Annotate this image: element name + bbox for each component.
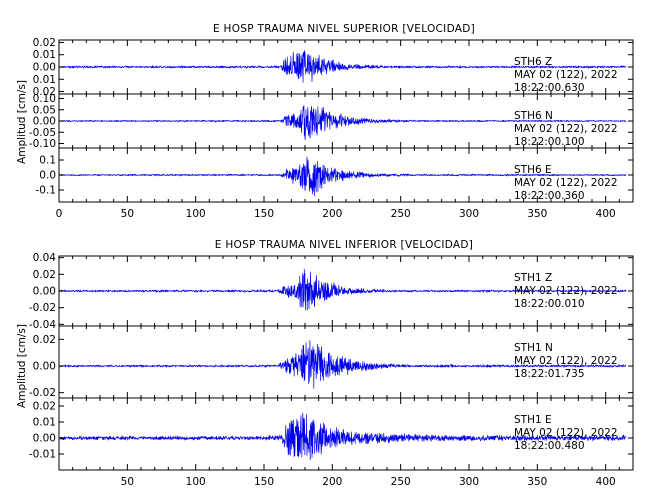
station-annotation: STH1 Z [514, 272, 552, 284]
station-annotation: 18:22:00.360 [514, 190, 585, 202]
y-tick-label: -0.1 [36, 185, 57, 197]
station-annotation: 18:22:01.735 [514, 368, 585, 380]
upper-panel-ylabel: Amplitud [cm/s] [16, 80, 28, 164]
waveform-trace [60, 412, 627, 461]
x-tick-label: 50 [121, 476, 134, 488]
x-tick-label: 400 [596, 208, 616, 220]
x-tick-label: 50 [121, 208, 134, 220]
y-tick-label: 0.02 [33, 334, 56, 346]
y-tick-label: 0.05 [33, 104, 56, 116]
station-annotation: STH6 E [514, 164, 552, 176]
x-tick-label: 150 [254, 208, 274, 220]
y-tick-label: 0.01 [33, 74, 56, 86]
y-tick-label: 0.04 [33, 252, 57, 264]
y-tick-label: 0.00 [33, 433, 56, 445]
y-tick-label: 0.02 [33, 86, 56, 98]
station-annotation: MAY 02 (122), 2022 [514, 285, 618, 297]
station-annotation: STH6 N [514, 110, 553, 122]
y-tick-label: -0.02 [29, 302, 56, 314]
x-tick-label: 350 [527, 208, 547, 220]
y-tick-label: 0.00 [33, 116, 56, 128]
y-tick-label: 0.10 [33, 93, 56, 105]
station-annotation: MAY 02 (122), 2022 [514, 427, 618, 439]
waveform-trace [60, 268, 627, 311]
y-tick-label: 0.01 [33, 417, 56, 429]
y-tick-label: -0.02 [29, 387, 56, 399]
x-tick-label: 200 [322, 208, 342, 220]
y-tick-label: -0.04 [29, 319, 56, 331]
x-tick-label: 400 [596, 476, 616, 488]
x-tick-label: 250 [391, 208, 411, 220]
x-tick-label: 300 [459, 208, 479, 220]
x-tick-label: 300 [459, 476, 479, 488]
y-tick-label: 0.0 [39, 170, 56, 182]
station-annotation: STH1 E [514, 414, 552, 426]
waveform-trace [60, 50, 627, 83]
upper-level-panel: E HOSP TRAUMA NIVEL SUPERIOR [VELOCIDAD]… [16, 23, 634, 220]
x-tick-label: 0 [56, 208, 63, 220]
station-annotation: STH1 N [514, 342, 553, 354]
x-tick-label: 250 [391, 476, 411, 488]
y-tick-label: 0.00 [33, 361, 56, 373]
y-tick-label: 0.00 [33, 62, 56, 74]
x-tick-label: 200 [322, 476, 342, 488]
station-annotation: 18:22:00.010 [514, 298, 585, 310]
lower-panel-title: E HOSP TRAUMA NIVEL INFERIOR [VELOCIDAD] [215, 239, 473, 251]
station-annotation: MAY 02 (122), 2022 [514, 177, 618, 189]
station-annotation: STH6 Z [514, 56, 552, 68]
y-tick-label: 0.02 [33, 37, 56, 49]
waveform-trace [60, 105, 627, 141]
x-tick-label: 350 [527, 476, 547, 488]
lower-level-panel: E HOSP TRAUMA NIVEL INFERIOR [VELOCIDAD]… [16, 239, 634, 488]
y-tick-label: 0.00 [33, 286, 56, 298]
station-annotation: 18:22:00.630 [514, 82, 585, 94]
station-annotation: MAY 02 (122), 2022 [514, 355, 618, 367]
station-annotation: 18:22:00.480 [514, 440, 585, 452]
waveform-trace [60, 156, 627, 197]
waveform-trace [60, 340, 627, 389]
y-tick-label: -0.10 [29, 138, 56, 150]
y-tick-label: 0.02 [33, 401, 56, 413]
station-annotation: MAY 02 (122), 2022 [514, 69, 618, 81]
station-annotation: 18:22:00.100 [514, 136, 585, 148]
y-tick-label: -0.01 [29, 449, 56, 461]
upper-panel-title: E HOSP TRAUMA NIVEL SUPERIOR [VELOCIDAD] [213, 23, 475, 35]
x-tick-label: 100 [186, 476, 206, 488]
y-tick-label: 0.01 [33, 49, 56, 61]
y-tick-label: 0.02 [33, 269, 56, 281]
x-tick-label: 150 [254, 476, 274, 488]
lower-panel-ylabel: Amplitud [cm/s] [16, 324, 28, 408]
y-tick-label: 0.1 [39, 155, 56, 167]
x-tick-label: 100 [186, 208, 206, 220]
y-tick-label: -0.05 [29, 127, 56, 139]
station-annotation: MAY 02 (122), 2022 [514, 123, 618, 135]
